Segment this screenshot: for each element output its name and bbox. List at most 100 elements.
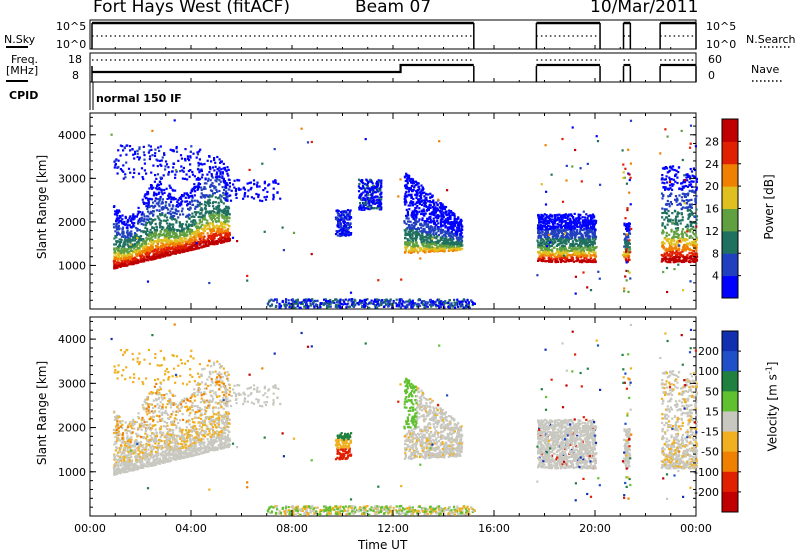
power-echo-cell [166, 253, 169, 256]
power-echo-cell [151, 256, 154, 259]
power-echo-cell [378, 203, 381, 206]
power-echo-cell [416, 212, 419, 215]
power-echo-cell [444, 205, 448, 209]
power-echo-cell [407, 251, 410, 254]
power-echo-cell [132, 223, 135, 226]
power-echo-cell [148, 212, 151, 215]
power-echo-cell [428, 212, 431, 216]
power-echo-cell [581, 240, 584, 243]
power-echo-cell [456, 233, 459, 236]
power-echo-cell [409, 220, 412, 223]
power-echo-cell [454, 224, 457, 227]
power-echo-cell [198, 171, 201, 174]
power-echo-cell [414, 222, 417, 225]
power-echo-cell [427, 217, 430, 220]
power-echo-cell [537, 241, 540, 244]
power-echo-cell [143, 242, 146, 245]
power-echo-cell [200, 176, 204, 179]
power-echo-cell [152, 201, 155, 204]
power-echo-cell [208, 224, 211, 227]
power-echo-cell [170, 252, 173, 256]
power-echo-cell [561, 260, 565, 263]
power-echo-cell [591, 231, 594, 234]
power-echo-cell [145, 256, 148, 259]
power-echo-cell [113, 256, 117, 259]
power-echo-cell [442, 215, 445, 218]
power-echo-cell [443, 230, 446, 233]
power-echo-cell [219, 221, 223, 224]
power-echo-cell [459, 221, 462, 225]
power-echo-cell [179, 213, 182, 216]
power-echo-cell [420, 224, 423, 227]
power-echo-cell [154, 197, 157, 200]
power-echo-cell [429, 243, 432, 246]
power-echo-cell [132, 251, 135, 254]
power-echo-cell [422, 240, 425, 243]
power-echo-cell [185, 220, 188, 223]
power-echo-cell [136, 149, 139, 152]
power-echo-cell [195, 178, 198, 181]
power-echo-cell [156, 251, 159, 254]
power-echo-cell [436, 239, 439, 242]
power-echo-cell [427, 208, 430, 211]
power-echo-cell [225, 210, 228, 213]
power-echo-cell [195, 245, 198, 248]
power-echo-cell [220, 235, 223, 238]
power-echo-cell [115, 241, 119, 244]
power-echo-cell [126, 234, 129, 237]
power-echo-cell [146, 190, 149, 193]
power-echo-cell [593, 220, 596, 223]
power-echo-cell [211, 202, 214, 205]
power-echo-cell [216, 168, 219, 171]
power-echo-cell [542, 221, 545, 224]
power-echo-cell [427, 205, 430, 208]
power-echo-cell [537, 213, 540, 217]
power-echo-cell [138, 238, 141, 241]
power-echo-cell [172, 166, 175, 169]
power-echo-cell [226, 232, 229, 235]
power-echo-cell [410, 201, 413, 204]
power-echo-cell [169, 235, 172, 238]
power-echo-cell [220, 213, 223, 216]
power-echo-cell [548, 215, 551, 218]
power-echo-cell [543, 236, 546, 239]
power-echo-cell [186, 230, 189, 233]
power-echo-cell [115, 158, 118, 161]
power-echo-cell [202, 241, 205, 244]
power-echo-cell [172, 248, 175, 251]
power-echo-cell [444, 243, 447, 246]
power-echo-cell [569, 232, 572, 235]
power-echo-cell [237, 188, 241, 191]
power-echo-cell [552, 227, 555, 230]
power-echo-cell [141, 260, 144, 263]
power-echo-cell [115, 227, 118, 230]
power-echo-cell [139, 220, 142, 223]
power-echo-cell [131, 261, 134, 264]
power-echo-cell [457, 230, 460, 233]
power-echo-cell [417, 227, 420, 231]
power-echo-cell [360, 208, 363, 211]
power-echo-cell [194, 246, 197, 249]
power-echo-cell [150, 171, 153, 174]
power-echo-cell [190, 215, 193, 218]
power-echo-cell [199, 242, 202, 246]
power-echo-cell [448, 243, 451, 246]
power-echo-cell [440, 215, 443, 218]
power-echo-cell [226, 220, 229, 223]
power-echo-cell [214, 165, 217, 168]
power-echo-cell [160, 239, 163, 242]
power-echo-cell [404, 194, 408, 198]
power-echo-cell [573, 218, 576, 221]
power-echo-cell [185, 237, 188, 240]
power-echo-cell [411, 226, 414, 229]
power-echo-cell [578, 217, 581, 221]
power-echo-cell [164, 204, 167, 207]
power-echo-cell [336, 211, 339, 214]
power-echo-cell [360, 193, 363, 196]
power-echo-cell [442, 245, 445, 248]
power-echo-cell [211, 220, 215, 223]
power-echo-cell [115, 212, 118, 216]
power-echo-cell [122, 164, 125, 167]
power-echo-cell [158, 188, 161, 191]
power-echo-cell [347, 227, 350, 230]
